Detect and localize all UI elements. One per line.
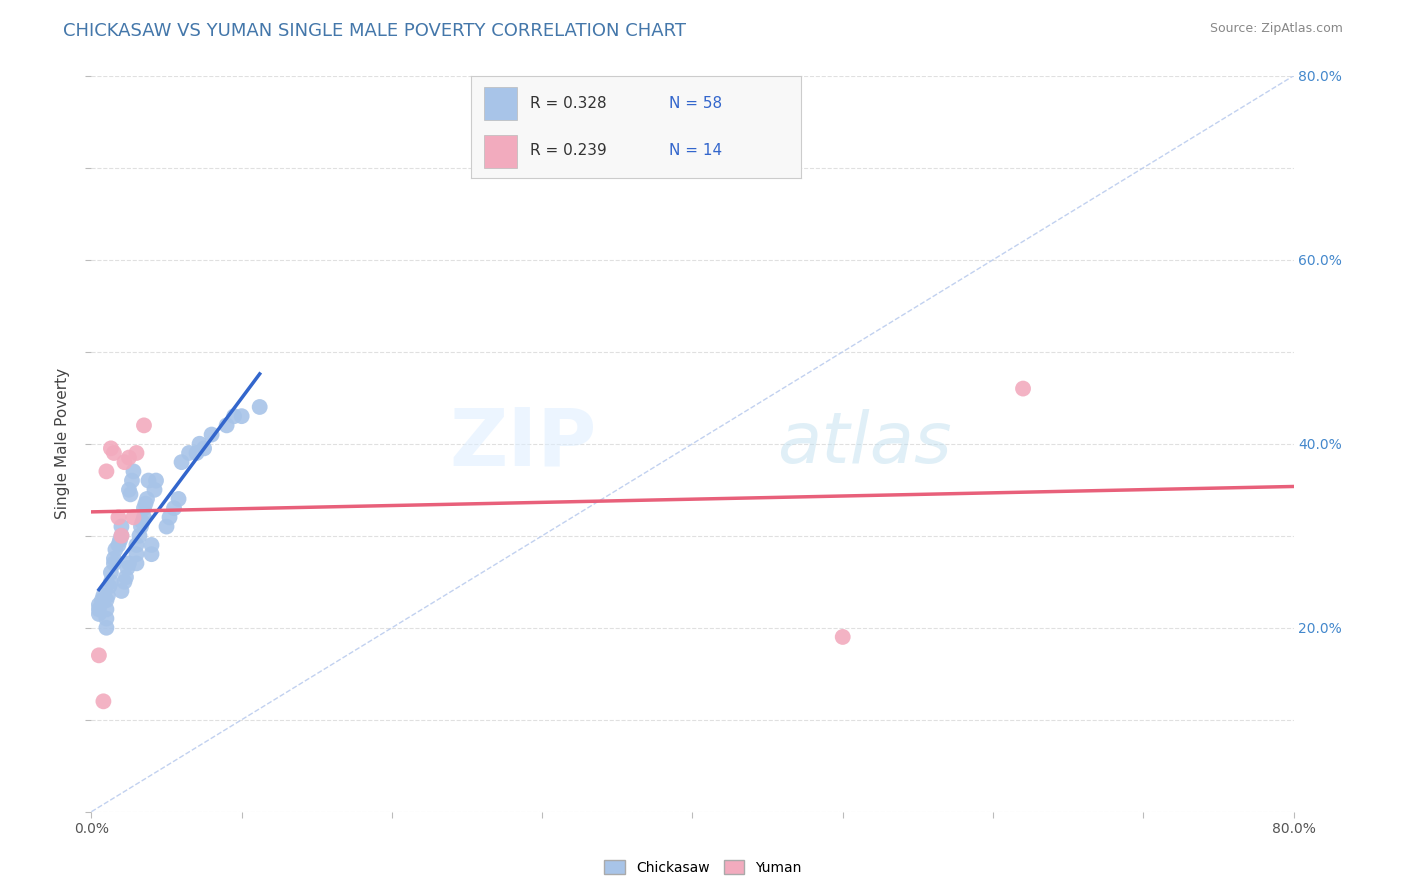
Point: [143, 483, 166, 497]
Point: [100, 442, 122, 456]
Point: [215, 418, 238, 433]
Point: [96, 593, 118, 607]
Point: [132, 418, 155, 433]
Point: [128, 529, 150, 543]
Point: [141, 547, 163, 561]
Point: [186, 446, 208, 460]
Point: [121, 474, 143, 488]
Point: [125, 446, 148, 460]
Point: [103, 557, 125, 571]
Point: [103, 551, 125, 566]
Point: [93, 589, 115, 603]
Y-axis label: Single Male Poverty: Single Male Poverty: [55, 368, 70, 519]
Text: R = 0.239: R = 0.239: [530, 144, 607, 158]
Point: [177, 446, 200, 460]
Point: [96, 464, 118, 478]
Point: [201, 427, 224, 442]
Point: [159, 510, 181, 524]
FancyBboxPatch shape: [484, 87, 517, 120]
Point: [125, 547, 148, 561]
Point: [155, 519, 177, 533]
Point: [231, 409, 253, 424]
Text: R = 0.328: R = 0.328: [530, 96, 607, 111]
Point: [87, 602, 110, 616]
Point: [1012, 382, 1035, 396]
Text: CHICKASAW VS YUMAN SINGLE MALE POVERTY CORRELATION CHART: CHICKASAW VS YUMAN SINGLE MALE POVERTY C…: [63, 22, 686, 40]
Point: [118, 450, 141, 465]
Point: [114, 455, 136, 469]
Text: N = 58: N = 58: [669, 96, 723, 111]
Point: [96, 611, 118, 625]
Point: [125, 538, 148, 552]
Point: [141, 538, 163, 552]
Point: [104, 542, 127, 557]
Point: [110, 529, 132, 543]
Point: [103, 446, 125, 460]
Point: [132, 510, 155, 524]
Point: [115, 570, 138, 584]
Point: [163, 501, 186, 516]
Point: [129, 519, 152, 533]
Point: [96, 621, 118, 635]
Point: [125, 557, 148, 571]
Point: [100, 566, 122, 580]
Point: [136, 491, 159, 506]
Point: [107, 510, 129, 524]
Point: [170, 455, 193, 469]
Text: atlas: atlas: [776, 409, 952, 478]
Point: [118, 483, 141, 497]
Point: [224, 409, 246, 424]
Point: [98, 579, 121, 593]
Point: [249, 400, 271, 414]
Point: [87, 607, 110, 621]
Point: [188, 436, 211, 450]
FancyBboxPatch shape: [484, 136, 517, 168]
Point: [114, 574, 136, 589]
Point: [97, 589, 120, 603]
Text: N = 14: N = 14: [669, 144, 723, 158]
Point: [93, 694, 115, 708]
Point: [100, 574, 122, 589]
Point: [90, 593, 112, 607]
Point: [131, 515, 153, 529]
Point: [107, 538, 129, 552]
Point: [118, 557, 141, 571]
Point: [110, 519, 132, 533]
Point: [96, 602, 118, 616]
Point: [138, 474, 160, 488]
Point: [145, 474, 167, 488]
Point: [108, 533, 131, 548]
Point: [167, 491, 190, 506]
Legend: Chickasaw, Yuman: Chickasaw, Yuman: [599, 855, 807, 880]
Point: [122, 510, 145, 524]
Point: [132, 501, 155, 516]
Point: [120, 487, 142, 501]
Text: ZIP: ZIP: [449, 405, 596, 483]
Point: [831, 630, 853, 644]
Point: [122, 464, 145, 478]
Point: [87, 648, 110, 663]
Point: [110, 529, 132, 543]
Point: [117, 561, 139, 575]
Point: [134, 497, 156, 511]
Text: Source: ZipAtlas.com: Source: ZipAtlas.com: [1209, 22, 1343, 36]
Point: [193, 442, 215, 456]
Point: [110, 584, 132, 599]
Point: [87, 598, 110, 612]
